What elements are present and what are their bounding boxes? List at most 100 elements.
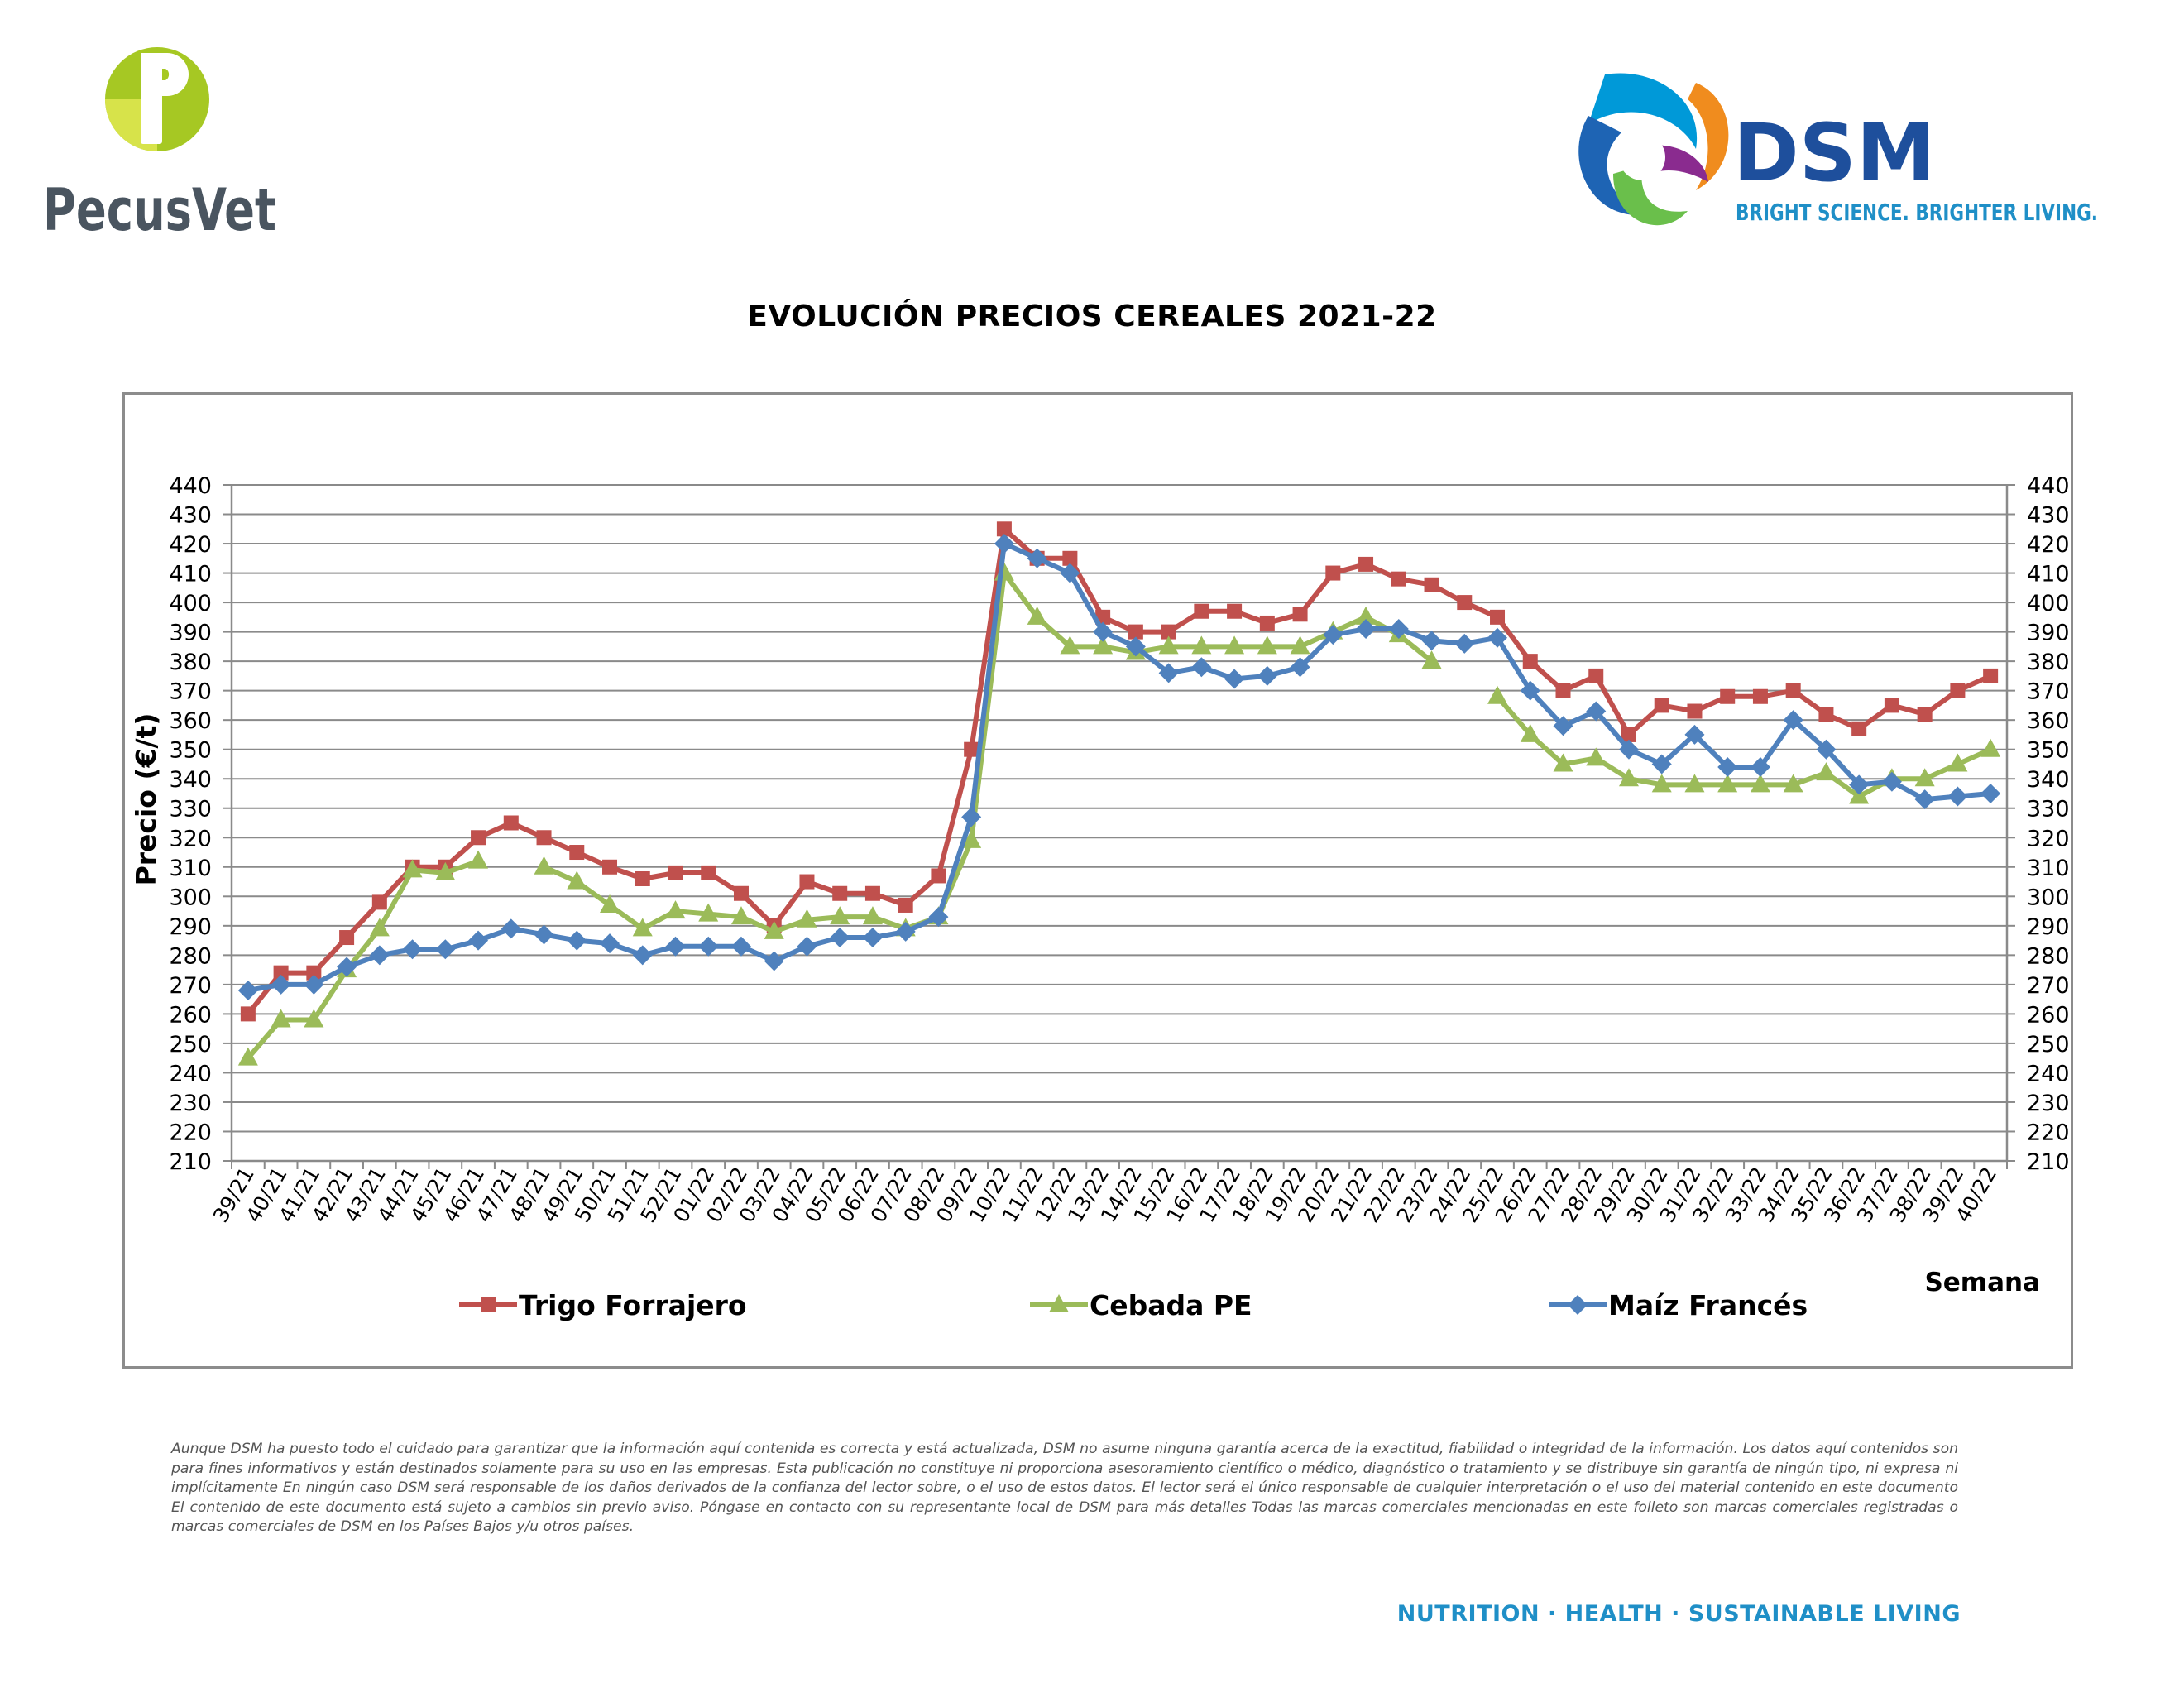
footer-tagline: NUTRITION · HEALTH · SUSTAINABLE LIVING	[1396, 1601, 1961, 1627]
data-point	[402, 859, 423, 878]
y-tick-label: 340	[169, 767, 212, 793]
data-point	[1851, 721, 1867, 736]
data-point	[1816, 739, 1837, 760]
data-point	[237, 1047, 258, 1066]
data-point	[1684, 724, 1705, 745]
grid-layer	[232, 484, 2007, 1162]
data-point	[1980, 783, 2001, 803]
data-point	[1191, 635, 1212, 655]
data-point	[1060, 563, 1080, 583]
data-point	[698, 936, 719, 957]
axis-layer: 210 210 220 220 230 230 240 240 250 250 260 260 270 2…	[169, 473, 2069, 1226]
data-point	[306, 965, 322, 981]
y2-tick-label: 340	[2027, 767, 2070, 793]
y-tick-label: 310	[169, 856, 212, 881]
y2-tick-label: 390	[2027, 621, 2070, 646]
y2-tick-label: 320	[2027, 826, 2070, 851]
data-point	[1555, 683, 1571, 698]
data-point	[1750, 774, 1770, 793]
y2-tick-label: 310	[2027, 856, 2070, 881]
legend-marker	[481, 1297, 496, 1312]
data-point	[1553, 716, 1573, 736]
y-tick-label: 290	[169, 914, 212, 940]
data-point	[895, 921, 916, 942]
data-point	[1785, 683, 1801, 698]
y-tick-label: 440	[169, 473, 212, 499]
data-point	[534, 856, 554, 875]
data-point	[764, 920, 784, 939]
data-point	[1816, 762, 1837, 781]
data-point	[1950, 683, 1966, 698]
y-tick-label: 240	[169, 1061, 212, 1086]
data-point	[632, 918, 653, 937]
dsm-logo: DSM BRIGHT SCIENCE. BRIGHTER LIVING.	[1564, 66, 2126, 248]
chart-title: EVOLUCIÓN PRECIOS CEREALES 2021-22	[747, 300, 1437, 333]
data-point	[1257, 665, 1277, 686]
data-point	[1224, 635, 1245, 655]
data-point	[1588, 668, 1604, 683]
legend-marker	[1049, 1294, 1069, 1312]
data-point	[569, 845, 585, 861]
data-point	[1424, 577, 1439, 592]
data-point	[1651, 774, 1672, 793]
data-point	[1356, 606, 1377, 625]
data-point	[1391, 571, 1406, 587]
data-point	[1520, 680, 1540, 701]
x-axis-label: Semana	[1924, 1268, 2040, 1297]
data-point	[996, 521, 1012, 537]
data-point	[1191, 657, 1212, 678]
data-point	[1914, 789, 1935, 810]
data-point	[961, 829, 982, 848]
pecusvet-logo-stem	[141, 53, 162, 144]
y2-tick-label: 250	[2027, 1032, 2070, 1057]
data-point	[862, 928, 883, 948]
data-point	[1586, 747, 1607, 766]
disclaimer-text: Aunque DSM ha puesto todo el cuidado par…	[171, 1441, 1958, 1535]
y-tick-label: 260	[169, 1002, 212, 1028]
data-point	[1752, 688, 1768, 704]
data-point	[1717, 774, 1738, 793]
data-point	[1487, 627, 1508, 648]
data-point	[830, 928, 850, 948]
legend-item: Maíz Francés	[1549, 1289, 1808, 1321]
legend-item: Trigo Forrajero	[459, 1289, 747, 1321]
y2-tick-label: 350	[2027, 738, 2070, 764]
data-point	[369, 945, 390, 966]
data-point	[534, 924, 554, 945]
data-point	[567, 930, 587, 951]
data-point	[339, 930, 355, 946]
y2-tick-label: 290	[2027, 914, 2070, 940]
y-tick-label: 390	[169, 621, 212, 646]
y-tick-label: 300	[169, 885, 212, 910]
data-point	[600, 894, 620, 913]
data-point	[1421, 631, 1442, 651]
data-point	[964, 741, 979, 757]
y2-tick-label: 280	[2027, 943, 2070, 969]
data-point	[1717, 757, 1738, 778]
data-point	[369, 918, 390, 937]
data-point	[402, 939, 423, 960]
data-point	[1194, 603, 1209, 619]
data-point	[1522, 654, 1538, 669]
y2-tick-label: 380	[2027, 650, 2070, 675]
pecusvet-logo-text: PecusVet	[43, 176, 276, 244]
data-point	[1687, 703, 1703, 719]
data-point	[500, 918, 521, 939]
dsm-logo-mark: DSM BRIGHT SCIENCE. BRIGHTER LIVING.	[1578, 73, 2098, 226]
data-point	[1490, 609, 1506, 625]
data-point	[665, 900, 686, 919]
data-point	[830, 906, 850, 925]
data-point	[1651, 754, 1672, 774]
data-point	[764, 951, 784, 971]
dsm-logo-swirl-darkblue	[1578, 116, 1638, 215]
data-point	[635, 870, 650, 886]
data-point	[698, 903, 719, 922]
data-point	[1158, 635, 1179, 655]
y-tick-label: 400	[169, 591, 212, 616]
data-point	[304, 1009, 324, 1028]
y-tick-label: 280	[169, 943, 212, 969]
data-point	[1457, 595, 1473, 611]
legend-item: Cebada PE	[1030, 1289, 1252, 1321]
data-point	[273, 965, 289, 981]
